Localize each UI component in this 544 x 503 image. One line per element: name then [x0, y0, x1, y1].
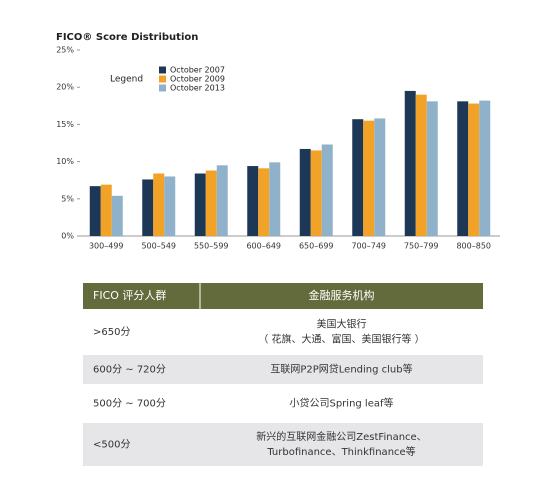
- bar: [468, 103, 480, 237]
- bar: [89, 186, 101, 236]
- bar: [247, 166, 259, 236]
- table-cell: <500分: [93, 439, 130, 451]
- x-tick-label: 600–649: [246, 242, 281, 251]
- table-cell: 美国大银行: [317, 318, 367, 331]
- x-tick-label: 500–549: [141, 242, 176, 251]
- y-tick-label: 5%: [61, 194, 74, 203]
- bar: [216, 165, 228, 236]
- bar: [426, 101, 438, 236]
- bar: [479, 100, 491, 236]
- y-tick-label: 25%: [56, 46, 74, 55]
- bar: [457, 101, 469, 236]
- bar: [310, 150, 322, 236]
- table-cell: （ 花旗、大通、富国、美国银行等 ）: [258, 333, 424, 346]
- x-tick-label: 800–850: [456, 242, 491, 251]
- table-cell: >650分: [93, 326, 130, 338]
- legend-swatch: [159, 84, 166, 92]
- bar: [363, 120, 375, 236]
- legend-label: October 2013: [170, 84, 225, 93]
- bar: [404, 90, 416, 236]
- bar: [205, 170, 217, 236]
- legend-label: October 2009: [170, 75, 225, 84]
- table-cell: 互联网P2P网贷Lending club等: [270, 363, 412, 376]
- table-row-bg: [83, 423, 483, 466]
- x-tick-label: 750–799: [404, 242, 439, 251]
- x-tick-label: 700–749: [351, 242, 386, 251]
- bar: [415, 94, 427, 236]
- table-header: FICO 评分人群: [93, 288, 166, 302]
- x-tick-label: 550–599: [194, 242, 229, 251]
- legend-swatch: [159, 66, 166, 74]
- bar: [269, 162, 281, 236]
- legend-swatch: [159, 75, 166, 83]
- table-cell: 600分 ~ 720分: [93, 364, 166, 376]
- x-tick-label: 300–499: [89, 242, 124, 251]
- bar: [299, 148, 311, 236]
- legend-title: Legend: [110, 75, 143, 85]
- y-tick-label: 20%: [56, 83, 74, 92]
- table-header: 金融服务机构: [309, 288, 375, 302]
- chart-title: FICO® Score Distribution: [56, 32, 198, 43]
- x-tick-label: 650–699: [299, 242, 334, 251]
- bar: [142, 179, 154, 236]
- table-cell: Turbofinance、Thinkfinance等: [266, 445, 415, 458]
- y-tick-label: 15%: [56, 120, 74, 129]
- bar: [258, 168, 270, 236]
- y-tick-label: 0%: [61, 232, 74, 241]
- y-tick-label: 10%: [56, 157, 74, 166]
- table-row-bg: [83, 355, 483, 384]
- bar: [352, 119, 364, 236]
- table-cell: 新兴的互联网金融公司ZestFinance、: [256, 430, 426, 443]
- bar: [100, 184, 112, 236]
- bar: [194, 173, 206, 236]
- table-cell: 500分 ~ 700分: [93, 398, 166, 410]
- bar: [321, 144, 333, 236]
- bar: [111, 195, 123, 236]
- legend-label: October 2007: [170, 66, 225, 75]
- bar: [153, 173, 165, 236]
- bar: [374, 118, 386, 236]
- bar: [164, 176, 176, 236]
- table-cell: 小贷公司Spring leaf等: [289, 397, 393, 410]
- table-header-bg: [83, 283, 483, 309]
